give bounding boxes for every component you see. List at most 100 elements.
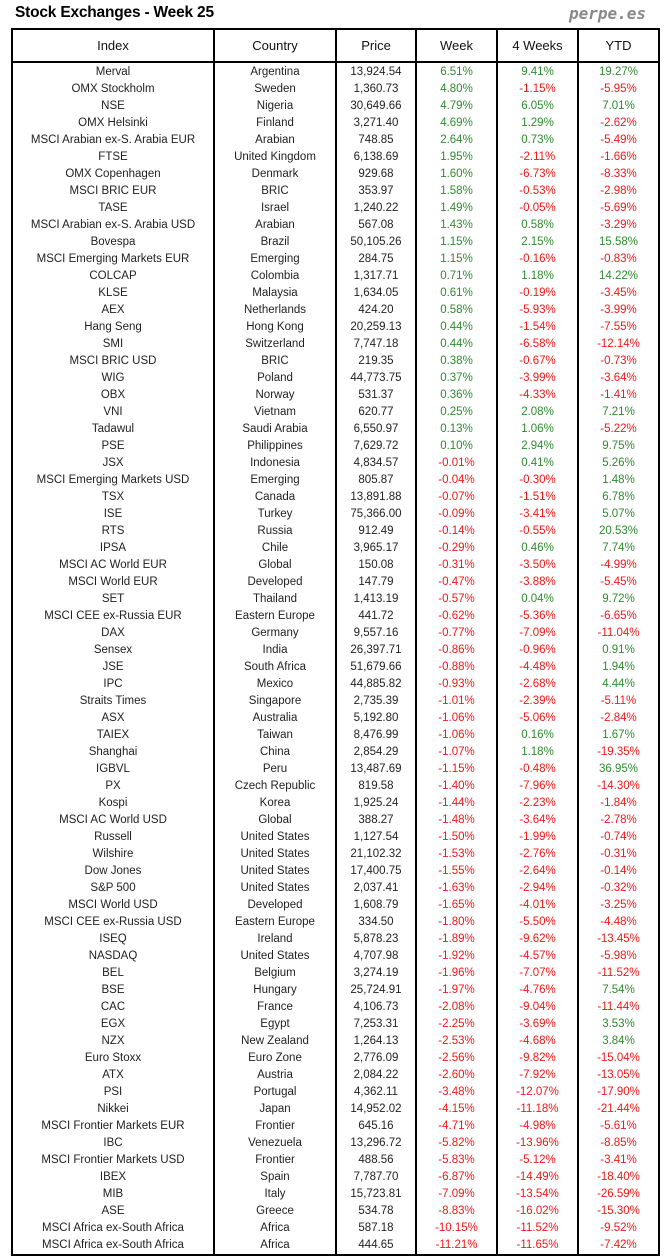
index-cell: MSCI World USD	[68, 899, 158, 911]
table-row: MSCI Africa ex-South Africa Africa 587.18-…	[12, 1220, 659, 1237]
index-cell: TSX	[101, 491, 125, 503]
country-cell: Thailand	[213, 591, 336, 608]
index-cell: VNI	[103, 406, 123, 418]
week-change-cell: -1.97%	[415, 982, 497, 999]
price-cell: 819.58	[335, 778, 416, 795]
week-change-cell: 0.38%	[415, 353, 497, 370]
week-change-cell: -1.80%	[415, 914, 497, 931]
price-cell: 1,413.19	[335, 591, 416, 608]
country-cell: Saudi Arabia	[213, 421, 336, 438]
ytd-change-cell: 36.95%	[577, 761, 659, 778]
ytd-change-cell: 14.22%	[577, 268, 659, 285]
four-weeks-change-cell: 1.06%	[496, 421, 578, 438]
country-cell: Peru	[213, 761, 336, 778]
ytd-change-cell: -3.64%	[577, 370, 659, 387]
ytd-change-cell: -4.99%	[577, 557, 659, 574]
four-weeks-change-cell: 2.08%	[496, 404, 578, 421]
week-change-cell: -7.09%	[415, 1186, 497, 1203]
four-weeks-change-cell: -6.73%	[496, 166, 578, 183]
four-weeks-change-cell: -4.57%	[496, 948, 578, 965]
ytd-change-cell: -14.30%	[577, 778, 659, 795]
price-cell: 21,102.32	[335, 846, 416, 863]
four-weeks-change-cell: -11.52%	[496, 1220, 578, 1237]
four-weeks-change-cell: -0.19%	[496, 285, 578, 302]
ytd-change-cell: -0.73%	[577, 353, 659, 370]
index-cell: NASDAQ	[88, 950, 138, 962]
week-change-cell: -1.07%	[415, 744, 497, 761]
country-cell: Indonesia	[213, 455, 336, 472]
ytd-change-cell: -2.78%	[577, 812, 659, 829]
country-cell: Chile	[213, 540, 336, 557]
ytd-change-cell: -1.84%	[577, 795, 659, 812]
index-cell: Dow Jones	[84, 865, 142, 877]
week-change-cell: -0.14%	[415, 523, 497, 540]
index-cell: PSI	[103, 1086, 123, 1098]
four-weeks-change-cell: -0.55%	[496, 523, 578, 540]
ytd-change-cell: 5.26%	[577, 455, 659, 472]
week-change-cell: -1.53%	[415, 846, 497, 863]
week-change-cell: -0.09%	[415, 506, 497, 523]
country-cell: Malaysia	[213, 285, 336, 302]
table-row: Merval Argentina 13,924.54 6.51% 9.41% 19.27%	[12, 62, 659, 81]
country-cell: United States	[213, 863, 336, 880]
table-row: Russell United States 1,127.54 -1.50% -1.99%…	[12, 829, 659, 846]
ytd-change-cell: -21.44%	[577, 1101, 659, 1118]
ytd-change-cell: 1.67%	[577, 727, 659, 744]
ytd-change-cell: 15.58%	[577, 234, 659, 251]
index-cell: IBEX	[99, 1171, 127, 1183]
country-cell: United States	[213, 829, 336, 846]
price-cell: 1,127.54	[335, 829, 416, 846]
week-change-cell: 0.37%	[415, 370, 497, 387]
index-cell: TASE	[98, 202, 128, 214]
country-cell: Nigeria	[213, 98, 336, 115]
four-weeks-change-cell: -0.30%	[496, 472, 578, 489]
index-cell: MSCI Frontier Markets USD	[41, 1154, 185, 1166]
ytd-change-cell: 0.91%	[577, 642, 659, 659]
table-row: CAC France 4,106.73 -2.08% -9.04% -11.44%	[12, 999, 659, 1016]
country-cell: Taiwan	[213, 727, 336, 744]
week-change-cell: 1.15%	[415, 234, 497, 251]
price-cell: 1,925.24	[335, 795, 416, 812]
week-change-cell: -0.77%	[415, 625, 497, 642]
table-row: Shanghai China 2,854.29 -1.07% 1.18% -19.35%	[12, 744, 659, 761]
country-cell: United Kingdom	[213, 149, 336, 166]
week-change-cell: 2.64%	[415, 132, 497, 149]
week-change-cell: -1.89%	[415, 931, 497, 948]
table-row: Euro Stoxx Euro Zone 2,776.09 -2.56% -9.82% -…	[12, 1050, 659, 1067]
ytd-change-cell: -7.42%	[577, 1237, 659, 1255]
price-cell: 9,557.16	[335, 625, 416, 642]
table-row: VNI Vietnam 620.77 0.25% 2.08% 7.21%	[12, 404, 659, 421]
week-change-cell: -0.31%	[415, 557, 497, 574]
week-change-cell: -1.44%	[415, 795, 497, 812]
price-cell: 7,253.31	[335, 1016, 416, 1033]
index-cell: ASX	[101, 712, 125, 724]
price-cell: 14,952.02	[335, 1101, 416, 1118]
country-cell: China	[213, 744, 336, 761]
ytd-change-cell: -0.14%	[577, 863, 659, 880]
ytd-change-cell: -3.99%	[577, 302, 659, 319]
country-cell: Hong Kong	[213, 319, 336, 336]
index-cell: Wilshire	[92, 848, 134, 860]
four-weeks-change-cell: -3.50%	[496, 557, 578, 574]
table-row: MSCI Africa ex-South Africa Africa 444.65-…	[12, 1237, 659, 1255]
table-row: Hang Seng Hong Kong 20,259.13 0.44% -1.54% -7…	[12, 319, 659, 336]
four-weeks-change-cell: 9.41%	[496, 62, 578, 81]
price-cell: 5,878.23	[335, 931, 416, 948]
price-cell: 8,476.99	[335, 727, 416, 744]
four-weeks-change-cell: -4.98%	[496, 1118, 578, 1135]
table-row: COLCAP Colombia 1,317.71 0.71% 1.18% 14.22%	[12, 268, 659, 285]
index-cell: MSCI Africa ex-South Africa	[42, 1239, 184, 1251]
week-change-cell: -1.06%	[415, 710, 497, 727]
table-row: Kospi Korea 1,925.24 -1.44% -2.23% -1.84%	[12, 795, 659, 812]
price-cell: 1,317.71	[335, 268, 416, 285]
four-weeks-change-cell: -3.69%	[496, 1016, 578, 1033]
ytd-change-cell: 19.27%	[577, 62, 659, 81]
price-cell: 441.72	[335, 608, 416, 625]
table-row: MSCI Arabian ex-S. Arabia EUR Arabian 748.…	[12, 132, 659, 149]
table-row: MSCI Emerging Markets EUR Emerging 284.75 1…	[12, 251, 659, 268]
index-cell: OMX Helsinki	[78, 117, 148, 129]
ytd-change-cell: 5.07%	[577, 506, 659, 523]
week-change-cell: -4.15%	[415, 1101, 497, 1118]
four-weeks-change-cell: 1.18%	[496, 268, 578, 285]
country-cell: India	[213, 642, 336, 659]
